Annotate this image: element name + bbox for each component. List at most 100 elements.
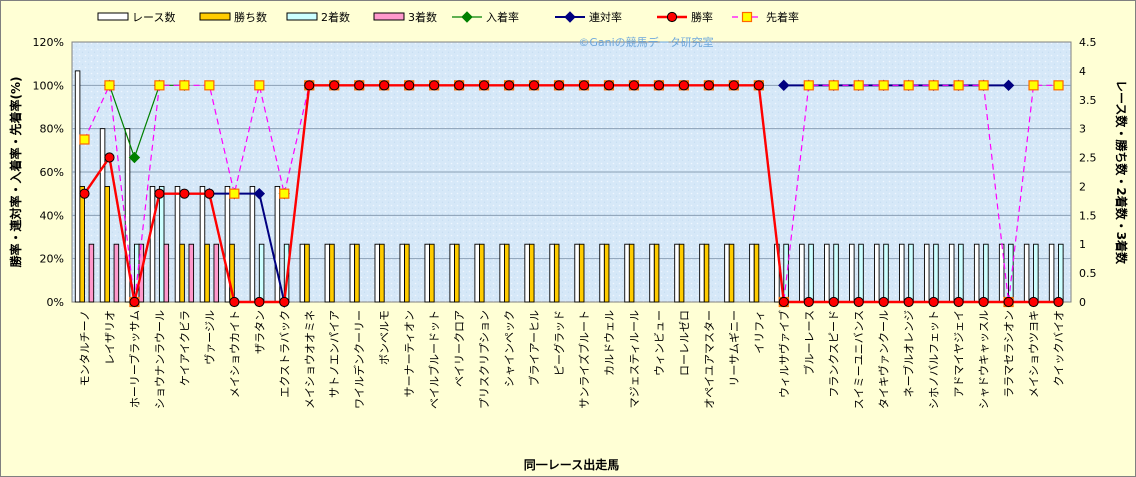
bar-races	[374, 243, 381, 303]
point-win-rate	[703, 80, 714, 91]
x-category-label: ケイアイクビラ	[178, 310, 191, 386]
bar-races	[624, 243, 630, 303]
y-right-axis-title: レース数・勝ち数・2着数・3着数	[1114, 80, 1129, 265]
bar-races	[524, 243, 530, 303]
x-category-label: スイミーユニバンス	[853, 310, 866, 409]
bar-wins	[454, 243, 460, 303]
bar-wins	[578, 243, 585, 303]
bar-races	[549, 243, 555, 303]
point-win-rate	[878, 296, 889, 308]
bar-races	[474, 243, 480, 303]
x-category-label: ベイリークロア	[453, 310, 466, 387]
point-win-rate	[454, 80, 465, 91]
x-category-label: シャインペック	[503, 310, 516, 387]
x-category-label: メイショウツヨキ	[1028, 310, 1041, 398]
bar-races	[649, 243, 655, 303]
point-win-rate	[329, 80, 340, 91]
point-finish-ahead-rate	[928, 80, 939, 91]
x-category-label: ベイルブルードット	[427, 310, 441, 409]
x-category-label: サトノエンパイア	[328, 310, 341, 398]
bar-wins	[304, 243, 310, 303]
line-win-rate	[83, 84, 1059, 304]
bar-races	[599, 243, 605, 303]
bar-third	[113, 243, 120, 303]
point-finish-ahead-rate	[1053, 80, 1064, 91]
x-category-label: サーナーティオン	[403, 310, 416, 397]
bar-races	[124, 128, 131, 303]
bar-races	[948, 243, 955, 303]
point-win-rate	[429, 80, 440, 91]
bar-second	[1008, 243, 1014, 303]
bar-second	[933, 243, 939, 303]
x-category-label: モンタルチーノ	[78, 310, 91, 386]
point-quinella-rate	[778, 79, 790, 92]
point-finish-ahead-rate	[878, 80, 889, 91]
bar-second	[258, 243, 265, 303]
point-win-rate	[753, 80, 764, 91]
y-left-tick-label: 0%	[47, 296, 64, 309]
bar-second	[783, 243, 789, 303]
point-finish-ahead-rate	[79, 134, 90, 145]
bar-races	[449, 243, 455, 303]
point-legend-win-rate	[666, 11, 678, 23]
point-win-rate	[478, 80, 490, 91]
y-left-tick-label: 40%	[40, 209, 64, 222]
x-category-label: ピーグラッド	[552, 310, 566, 376]
legend-label: 勝ち数	[234, 10, 267, 24]
bar-races	[299, 243, 306, 303]
bar-races	[274, 185, 281, 303]
point-win-rate	[354, 80, 365, 91]
y-left-tick-label: 20%	[40, 253, 64, 266]
bar-races	[724, 243, 730, 303]
legend-label: 入着率	[486, 10, 519, 24]
x-category-label: ローレルゼロ	[678, 310, 691, 376]
bar-races	[1023, 243, 1030, 303]
bar-second	[808, 243, 814, 303]
point-win-rate	[279, 296, 290, 308]
bar-races	[824, 243, 830, 303]
x-category-label: ネーブルオレンジ	[902, 310, 916, 397]
bar-wins	[479, 243, 485, 303]
point-quinella-rate	[1002, 79, 1015, 92]
point-quinella-rate	[253, 187, 266, 200]
point-win-rate	[528, 80, 540, 91]
point-win-rate	[978, 296, 989, 308]
point-win-rate	[129, 296, 140, 308]
point-win-rate	[678, 80, 689, 91]
bar-races	[923, 243, 930, 303]
bar-third	[188, 243, 195, 303]
bar-races	[99, 128, 106, 303]
point-finish-ahead-rate	[279, 188, 290, 199]
point-finish-ahead-rate	[1028, 80, 1039, 91]
bar-wins	[204, 243, 210, 303]
x-category-label: ザラタン	[253, 310, 266, 354]
x-axis-title: 同一レース出走馬	[524, 457, 619, 472]
x-category-label: エクストラバック	[278, 310, 291, 398]
bar-second	[883, 243, 889, 303]
y-right-tick-label: 2.5	[1079, 152, 1097, 165]
x-category-label: フランクスピード	[828, 310, 841, 398]
legend-label: 先着率	[766, 10, 799, 24]
point-win-rate	[229, 296, 240, 308]
point-finish-ahead-rate	[154, 80, 165, 91]
x-category-label: メイショウオオミネ	[303, 310, 316, 409]
y-left-tick-label: 100%	[33, 79, 64, 92]
point-win-rate	[803, 296, 814, 308]
point-finish-ahead-rate	[104, 80, 115, 91]
watermark-text: ©Ganiの競馬データ研究室	[578, 35, 713, 49]
bar-third	[213, 243, 220, 303]
x-category-label: タイキヴァンクール	[877, 310, 891, 409]
y-right-tick-label: 3.5	[1079, 94, 1097, 107]
bar-wins	[104, 185, 110, 303]
point-win-rate	[778, 296, 789, 308]
y-right-tick-label: 1	[1079, 238, 1086, 251]
point-win-rate	[379, 80, 390, 91]
bar-races	[399, 243, 406, 303]
bar-third	[88, 243, 95, 303]
point-win-rate	[204, 188, 215, 199]
x-category-label: アドマイヤジェイ	[953, 310, 966, 398]
x-category-label: サンライズブルート	[577, 310, 591, 409]
y-left-axis-title: 勝率・連対率・入着率・先着率(%)	[8, 77, 23, 268]
y-right-tick-label: 0.5	[1079, 267, 1097, 280]
